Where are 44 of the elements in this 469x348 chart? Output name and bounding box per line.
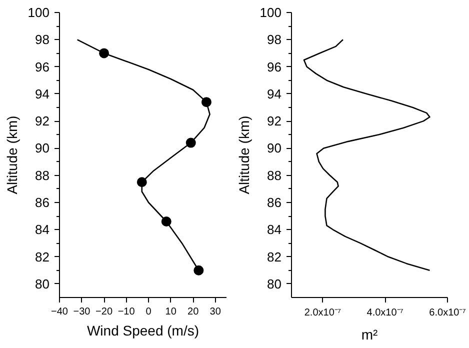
y-tick-label: 94: [267, 86, 282, 102]
point: [161, 216, 172, 226]
x-axis-title: m²: [361, 326, 378, 342]
y-tick-label: 82: [35, 249, 50, 264]
x-tick-label: 20: [188, 306, 200, 318]
y-tick-label: 94: [35, 86, 50, 102]
point: [194, 265, 204, 276]
x-tick-label: −30: [73, 306, 91, 318]
y-axis-title: Altitude (km): [236, 116, 252, 194]
y-tick-label: 98: [35, 32, 50, 48]
y-tick-label: 86: [267, 195, 282, 210]
y-tick-label: 90: [267, 140, 282, 156]
x-tick-label: 10: [165, 306, 177, 318]
x-tick-label: 2.0x10⁻⁷: [304, 308, 342, 318]
x-tick-label: 4.0x10⁻⁷: [366, 308, 404, 318]
y-tick-label: 92: [35, 114, 50, 129]
y-tick-label: 98: [267, 32, 282, 48]
x-tick-label: −20: [96, 306, 113, 318]
x-tick-label: −40: [51, 306, 68, 318]
point: [201, 97, 212, 108]
y-tick-label: 92: [267, 114, 282, 129]
x-tick-label: −10: [118, 306, 136, 318]
y-tick-label: 82: [267, 249, 282, 264]
y-tick-label: 88: [267, 168, 282, 183]
point: [136, 177, 147, 188]
y-tick-label: 96: [267, 59, 282, 74]
y-tick-label: 100: [28, 5, 50, 20]
x-tick-label: 0: [146, 306, 152, 318]
y-tick-label: 84: [35, 222, 50, 238]
y-tick-label: 86: [35, 195, 50, 210]
y-tick-label: 80: [267, 276, 282, 292]
y-axis-title: Altitude (km): [4, 116, 20, 194]
x-tick-label: 30: [210, 306, 222, 318]
x-tick-label: 6.0x10⁻⁷: [429, 308, 466, 318]
point: [99, 48, 110, 58]
y-tick-label: 96: [35, 59, 50, 74]
y-tick-label: 84: [267, 222, 282, 238]
line-series: [303, 38, 430, 272]
y-tick-label: 80: [35, 276, 50, 292]
y-tick-label: 90: [35, 140, 50, 156]
point: [186, 138, 196, 148]
x-axis-title: Wind Speed (m/s): [86, 322, 200, 338]
y-tick-label: 88: [35, 168, 50, 183]
y-tick-label: 100: [260, 5, 282, 20]
